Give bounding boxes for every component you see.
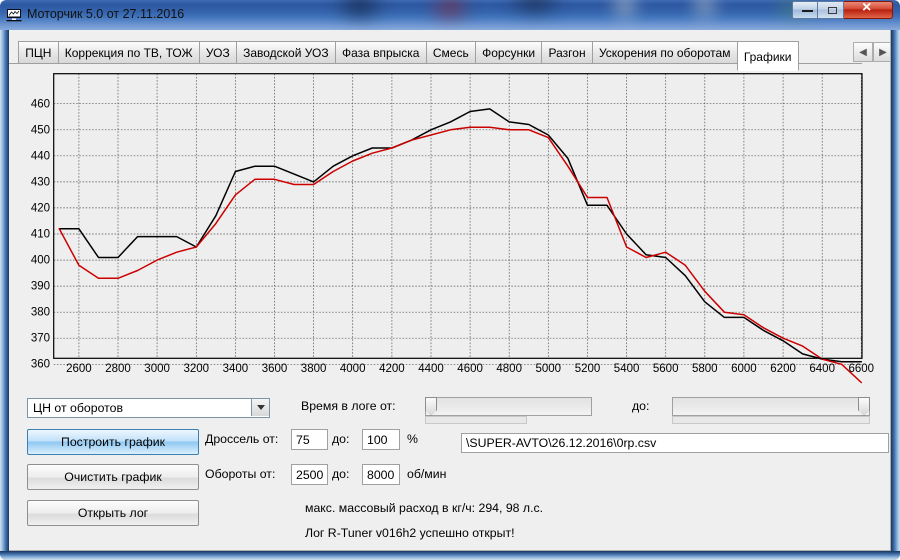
svg-text:4400: 4400 [418,363,444,375]
svg-text:2800: 2800 [105,363,131,375]
svg-text:390: 390 [31,281,50,293]
svg-text:4200: 4200 [379,363,405,375]
svg-text:6200: 6200 [770,363,796,375]
svg-text:460: 460 [31,99,50,111]
svg-text:360: 360 [31,359,50,371]
svg-text:6000: 6000 [731,363,757,375]
svg-text:4000: 4000 [340,363,366,375]
svg-text:6400: 6400 [809,363,835,375]
svg-text:5400: 5400 [614,363,640,375]
svg-text:5000: 5000 [536,363,562,375]
svg-text:3400: 3400 [223,363,249,375]
svg-text:3800: 3800 [301,363,327,375]
svg-text:400: 400 [31,255,50,267]
svg-text:430: 430 [31,177,50,189]
svg-text:6600: 6600 [849,363,875,375]
svg-text:380: 380 [31,307,50,319]
svg-text:2600: 2600 [66,363,92,375]
svg-text:5200: 5200 [575,363,601,375]
svg-text:420: 420 [31,203,50,215]
svg-text:3600: 3600 [262,363,288,375]
svg-text:3200: 3200 [184,363,210,375]
svg-text:3000: 3000 [144,363,170,375]
svg-text:4800: 4800 [496,363,522,375]
svg-text:5800: 5800 [692,363,718,375]
svg-text:440: 440 [31,151,50,163]
svg-text:5600: 5600 [653,363,679,375]
svg-text:450: 450 [31,125,50,137]
svg-text:410: 410 [31,229,50,241]
svg-text:4600: 4600 [457,363,483,375]
svg-text:370: 370 [31,333,50,345]
